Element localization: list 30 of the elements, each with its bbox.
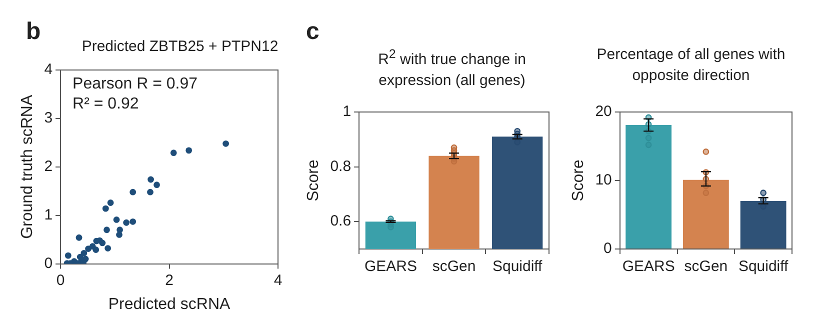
y-tick-label: 1 (342, 103, 352, 120)
chart-title: Predicted ZBTB25 + PTPN12 (80, 37, 280, 57)
y-axis-title: Score (570, 160, 588, 202)
annotation: Pearson R = 0.97 (72, 75, 198, 92)
x-tick-label: Squidiff (738, 258, 790, 276)
x-tick-label: scGen (684, 258, 728, 276)
x-tick-label: 2 (165, 272, 174, 289)
y-tick-label: 3 (44, 110, 53, 127)
y-tick-label: 20 (595, 103, 612, 120)
y-axis-title: Score (305, 160, 322, 202)
y-tick-label: 0.6 (330, 212, 352, 230)
chart-title: Percentage of all genes with opposite direction (596, 45, 786, 86)
text: b (26, 18, 41, 46)
chart-title: R$^{2}$ with true change in expression (all genes) (377, 46, 527, 91)
x-tick-label: scGen (432, 258, 476, 276)
y-tick-label: 2 (44, 158, 53, 176)
x-tick-label: GEARS (364, 258, 417, 276)
x-tick-label: 0 (56, 272, 65, 289)
x-tick-label: 4 (274, 272, 282, 289)
x-tick-label: GEARS (622, 258, 675, 276)
y-tick-label: 10 (595, 172, 612, 189)
text: c (306, 18, 320, 46)
y-tick-label: 1 (44, 206, 53, 224)
y-axis-title: Ground truth scRNA (19, 94, 36, 239)
y-tick-label: 0.8 (330, 158, 352, 175)
y-tick-label: 0 (604, 240, 612, 258)
x-axis-title: Predicted scRNA (108, 296, 231, 313)
annotation: R² = 0.92 (72, 95, 139, 112)
x-tick-label: Squidiff (492, 258, 544, 276)
y-tick-label: 4 (44, 61, 53, 78)
